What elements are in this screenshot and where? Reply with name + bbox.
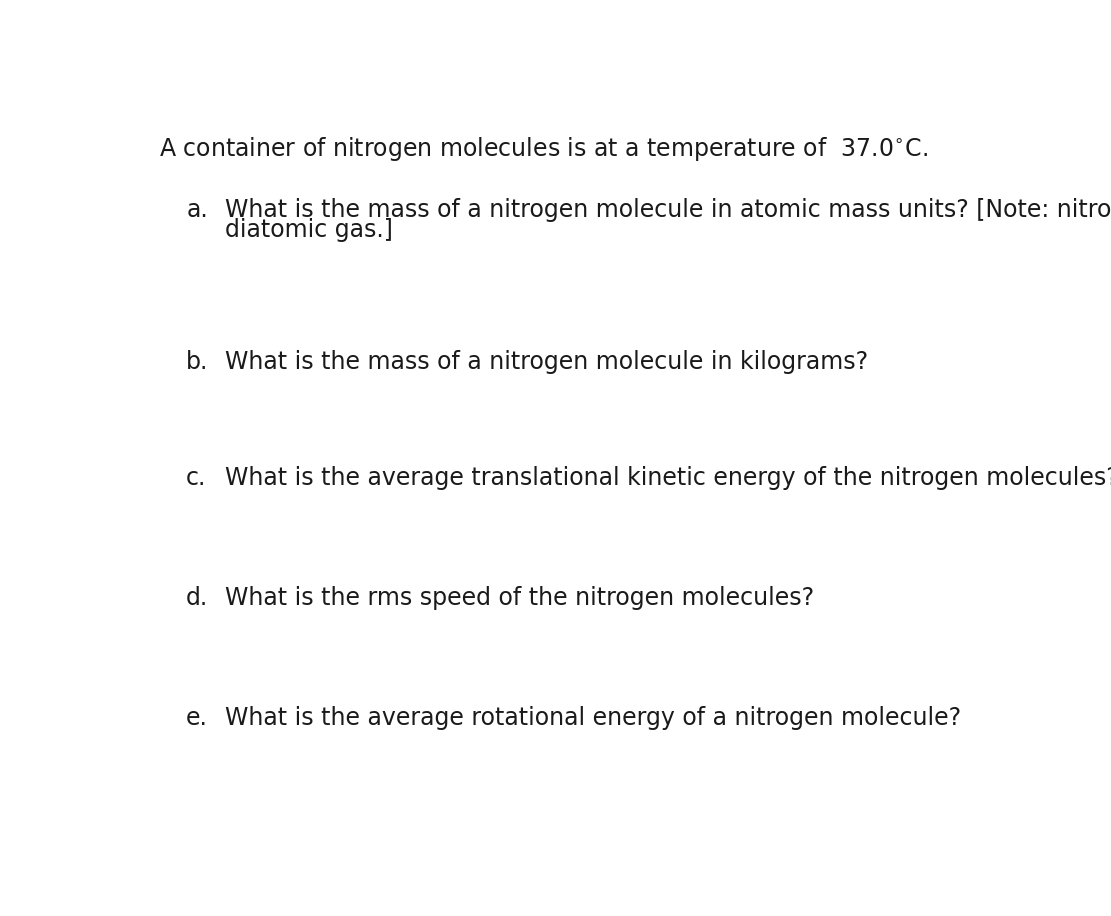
Text: diatomic gas.]: diatomic gas.] [224, 218, 393, 242]
Text: What is the average translational kinetic energy of the nitrogen molecules?: What is the average translational kineti… [224, 466, 1111, 490]
Text: What is the rms speed of the nitrogen molecules?: What is the rms speed of the nitrogen mo… [224, 586, 814, 610]
Text: What is the mass of a nitrogen molecule in kilograms?: What is the mass of a nitrogen molecule … [224, 350, 868, 374]
Text: A container of nitrogen molecules is at a temperature of  $37.0^{\circ}$C.: A container of nitrogen molecules is at … [159, 135, 928, 163]
Text: d.: d. [187, 586, 209, 610]
Text: a.: a. [187, 198, 208, 222]
Text: e.: e. [187, 706, 208, 730]
Text: b.: b. [187, 350, 209, 374]
Text: What is the average rotational energy of a nitrogen molecule?: What is the average rotational energy of… [224, 706, 961, 730]
Text: c.: c. [187, 466, 207, 490]
Text: What is the mass of a nitrogen molecule in atomic mass units? [Note: nitrogen is: What is the mass of a nitrogen molecule … [224, 198, 1111, 222]
